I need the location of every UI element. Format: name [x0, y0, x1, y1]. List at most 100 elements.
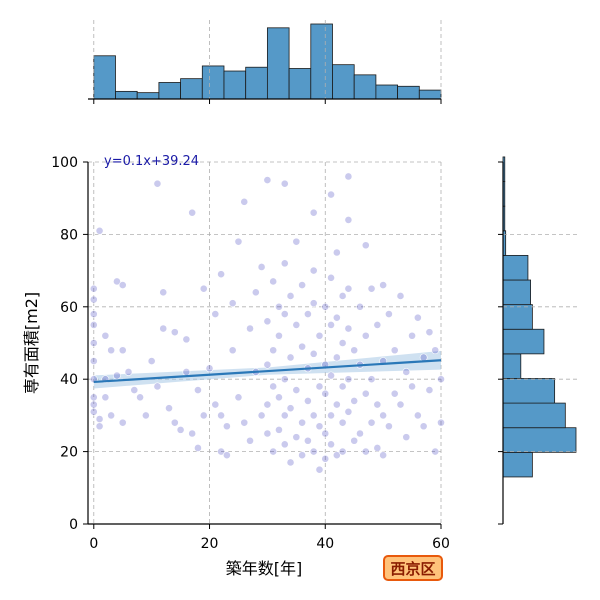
scatter-point	[159, 288, 168, 297]
right-hist-bar	[502, 304, 533, 330]
right-marginal-histogram	[498, 156, 580, 525]
scatter-point	[344, 375, 353, 384]
scatter-point	[205, 364, 214, 373]
scatter-point	[153, 179, 162, 188]
scatter-point	[361, 331, 370, 340]
scatter-point	[89, 407, 98, 416]
scatter-point	[280, 440, 289, 449]
scatter-point	[147, 357, 156, 365]
scatter-point	[344, 407, 353, 416]
top-hist-bar	[288, 68, 312, 100]
scatter-point	[431, 447, 440, 456]
scatter-point	[194, 386, 202, 394]
scatter-point	[199, 284, 208, 293]
scatter-point	[234, 237, 243, 246]
scatter-point	[419, 422, 428, 431]
scatter-point	[309, 447, 318, 456]
scatter-point	[263, 176, 272, 184]
scatter-point	[332, 353, 341, 362]
scatter-point	[113, 277, 121, 286]
top-hist-bar	[115, 90, 138, 100]
top-hist-bar	[418, 89, 442, 100]
scatter-point	[361, 447, 370, 456]
scatter-point	[286, 353, 295, 362]
right-hist-bar	[502, 279, 531, 306]
right-hist-bar	[502, 451, 533, 478]
scatter-point	[379, 451, 388, 460]
scatter-point	[257, 263, 266, 271]
scatter-point	[361, 389, 370, 398]
scatter-point	[263, 360, 272, 369]
top-hist-bar	[201, 65, 225, 100]
scatter-point	[153, 382, 162, 391]
scatter-point	[141, 411, 150, 420]
scatter-point	[95, 415, 104, 423]
scatter-point	[217, 270, 225, 279]
scatter-point	[338, 292, 347, 300]
scatter-point	[113, 371, 121, 380]
scatter-point	[344, 172, 353, 181]
scatter-point	[240, 197, 249, 206]
scatter-point	[188, 429, 197, 438]
regression-layer	[93, 359, 442, 384]
scatter-point	[118, 418, 127, 427]
scatter-point	[275, 425, 283, 434]
scatter-point	[390, 389, 399, 398]
main-grid	[88, 161, 442, 525]
x-tick-label: 60	[432, 536, 450, 552]
scatter-point	[228, 299, 237, 308]
right-hist-bar	[502, 378, 556, 404]
top-hist-bar	[397, 85, 420, 100]
right-hist-bar	[502, 427, 577, 453]
confidence-band	[93, 350, 441, 389]
scatter-point	[367, 418, 376, 427]
scatter-point	[361, 241, 370, 250]
scatter-point	[89, 295, 98, 304]
top-hist-bar	[136, 92, 160, 100]
scatter-point	[170, 328, 179, 337]
y-tick-label: 80	[60, 227, 78, 243]
scatter-point	[373, 444, 382, 452]
scatter-point	[309, 349, 318, 358]
scatter-point	[211, 310, 220, 318]
y-tick-label: 60	[60, 300, 78, 316]
top-hist-bar	[266, 27, 290, 100]
scatter-point	[188, 208, 197, 217]
scatter-point	[321, 302, 330, 311]
scatter-point	[315, 382, 324, 391]
scatter-point	[379, 281, 388, 289]
scatter-point	[118, 346, 127, 355]
top-hist-bar	[158, 82, 181, 100]
regression-ci-band	[93, 350, 441, 389]
scatter-point	[437, 418, 445, 427]
scatter-point	[194, 444, 202, 452]
scatter-point	[431, 346, 440, 355]
scatter-point	[390, 346, 399, 355]
scatter-point	[338, 382, 347, 391]
scatter-point	[240, 418, 249, 427]
scatter-point	[275, 331, 283, 340]
scatter-point	[321, 429, 330, 438]
scatter-point	[304, 397, 312, 405]
top-hist-bar	[245, 66, 268, 100]
scatter-point	[385, 422, 393, 431]
scatter-point	[95, 226, 104, 235]
y-tick-label: 40	[60, 372, 78, 388]
scatter-point	[332, 451, 341, 460]
scatter-point	[280, 259, 289, 268]
scatter-point	[246, 436, 254, 445]
scatter-point	[95, 422, 104, 431]
scatter-point	[257, 411, 266, 420]
scatter-point	[344, 284, 353, 293]
scatter-point	[338, 339, 347, 347]
scatter-point	[356, 302, 364, 311]
y-tick-label: 0	[69, 517, 78, 533]
scatter-point	[309, 208, 318, 217]
scatter-point	[327, 411, 335, 420]
scatter-point	[170, 418, 179, 427]
y-axis-label: 専有面積[m2]	[22, 292, 41, 394]
scatter-point	[408, 331, 416, 340]
top-hist-bar	[375, 84, 398, 100]
scatter-point	[280, 310, 289, 318]
scatter-point	[332, 400, 341, 409]
